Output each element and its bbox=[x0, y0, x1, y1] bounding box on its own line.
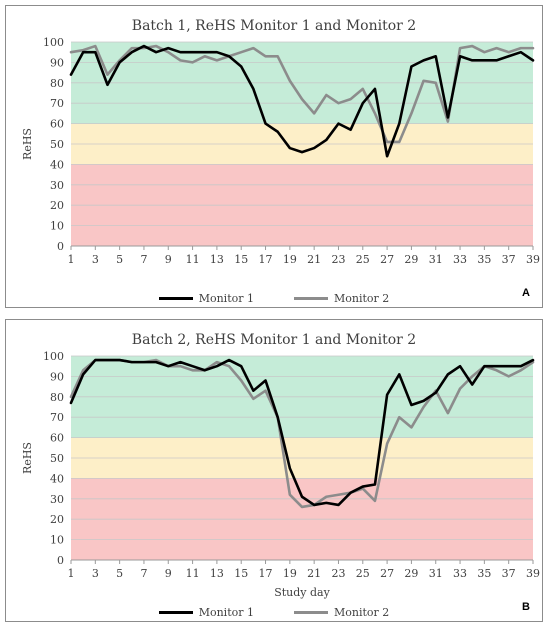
x-tick-label: 17 bbox=[259, 567, 273, 580]
y-tick-label: 90 bbox=[50, 370, 64, 383]
series-line-monitor-1 bbox=[69, 44, 535, 158]
x-tick-label: 39 bbox=[526, 253, 540, 266]
x-tick-label: 21 bbox=[307, 253, 321, 266]
legend-label: Monitor 1 bbox=[198, 606, 254, 619]
x-tick-label: 27 bbox=[380, 567, 394, 580]
legend-swatch-monitor-2 bbox=[294, 297, 328, 300]
x-tick-label: 15 bbox=[234, 253, 248, 266]
legend-label: Monitor 1 bbox=[198, 292, 254, 305]
y-tick-label: 50 bbox=[50, 452, 64, 465]
x-tick-label: 23 bbox=[331, 567, 345, 580]
legend-item-monitor-1: Monitor 1 bbox=[158, 606, 254, 619]
x-tick-label: 31 bbox=[429, 253, 443, 266]
x-tick-label: 31 bbox=[429, 567, 443, 580]
y-tick-label: 0 bbox=[57, 554, 64, 567]
y-tick-label: 50 bbox=[50, 138, 64, 151]
y-tick-label: 60 bbox=[50, 118, 64, 131]
x-tick-label: 33 bbox=[453, 567, 467, 580]
x-tick-label: 7 bbox=[140, 567, 147, 580]
x-tick-label: 17 bbox=[259, 253, 273, 266]
x-tick-label: 25 bbox=[356, 253, 370, 266]
chart-title: Batch 2, ReHS Monitor 1 and Monitor 2 bbox=[131, 332, 417, 348]
y-tick-label: 10 bbox=[50, 534, 64, 547]
legend-item-monitor-2: Monitor 2 bbox=[294, 292, 389, 305]
y-tick-label: 100 bbox=[43, 350, 64, 363]
panel-label: B bbox=[522, 601, 530, 613]
x-tick-label: 1 bbox=[68, 253, 75, 266]
x-tick-label: 11 bbox=[186, 567, 200, 580]
x-tick-label: 29 bbox=[404, 567, 418, 580]
x-tick-label: 39 bbox=[526, 567, 540, 580]
x-tick-label: 27 bbox=[380, 253, 394, 266]
y-tick-label: 20 bbox=[50, 199, 64, 212]
x-tick-label: 9 bbox=[165, 567, 172, 580]
legend-swatch-monitor-2 bbox=[294, 611, 328, 614]
y-tick-label: 70 bbox=[50, 97, 64, 110]
x-tick-label: 19 bbox=[283, 253, 297, 266]
legend-label: Monitor 2 bbox=[334, 606, 390, 619]
y-tick-label: 10 bbox=[50, 220, 64, 233]
y-tick-label: 80 bbox=[50, 391, 64, 404]
x-tick-label: 15 bbox=[234, 567, 248, 580]
y-tick-label: 90 bbox=[50, 56, 64, 69]
x-tick-label: 37 bbox=[502, 253, 516, 266]
y-tick-label: 30 bbox=[50, 179, 64, 192]
y-tick-label: 80 bbox=[50, 77, 64, 90]
chart-title: Batch 1, ReHS Monitor 1 and Monitor 2 bbox=[131, 18, 417, 34]
x-tick-label: 35 bbox=[477, 253, 491, 266]
x-tick-label: 5 bbox=[116, 567, 123, 580]
y-tick-label: 60 bbox=[50, 432, 64, 445]
legend-swatch-monitor-1 bbox=[158, 611, 193, 614]
x-tick-label: 11 bbox=[186, 253, 200, 266]
x-tick-label: 5 bbox=[116, 253, 123, 266]
legend: Monitor 1 Monitor 2 bbox=[6, 292, 542, 305]
x-tick-label: 7 bbox=[140, 253, 147, 266]
y-tick-label: 40 bbox=[50, 472, 64, 485]
y-tick-label: 20 bbox=[50, 513, 64, 526]
y-tick-label: 100 bbox=[43, 36, 64, 49]
x-tick-label: 29 bbox=[404, 253, 418, 266]
x-tick-label: 1 bbox=[68, 567, 75, 580]
x-tick-label: 25 bbox=[356, 567, 370, 580]
x-tick-label: 37 bbox=[502, 567, 516, 580]
legend-swatch-monitor-1 bbox=[158, 297, 193, 300]
legend-label: Monitor 2 bbox=[334, 292, 390, 305]
x-tick-label: 21 bbox=[307, 567, 321, 580]
y-tick-label: 0 bbox=[57, 240, 64, 253]
y-tick-label: 70 bbox=[50, 411, 64, 424]
x-tick-label: 13 bbox=[210, 567, 224, 580]
x-axis-label: Study day bbox=[274, 586, 330, 599]
series-line-monitor-1 bbox=[69, 358, 535, 507]
x-tick-label: 19 bbox=[283, 567, 297, 580]
x-tick-label: 3 bbox=[92, 567, 99, 580]
x-tick-label: 35 bbox=[477, 567, 491, 580]
x-tick-label: 13 bbox=[210, 253, 224, 266]
x-tick-label: 9 bbox=[165, 253, 172, 266]
x-tick-label: 23 bbox=[331, 253, 345, 266]
legend-item-monitor-1: Monitor 1 bbox=[158, 292, 254, 305]
legend: Monitor 1 Monitor 2 bbox=[6, 606, 542, 619]
y-axis-label: ReHS bbox=[21, 128, 34, 160]
y-axis-label: ReHS bbox=[21, 442, 34, 474]
panel-label: A bbox=[522, 287, 530, 299]
x-tick-label: 3 bbox=[92, 253, 99, 266]
y-tick-label: 40 bbox=[50, 158, 64, 171]
y-tick-label: 30 bbox=[50, 493, 64, 506]
legend-item-monitor-2: Monitor 2 bbox=[294, 606, 389, 619]
x-tick-label: 33 bbox=[453, 253, 467, 266]
